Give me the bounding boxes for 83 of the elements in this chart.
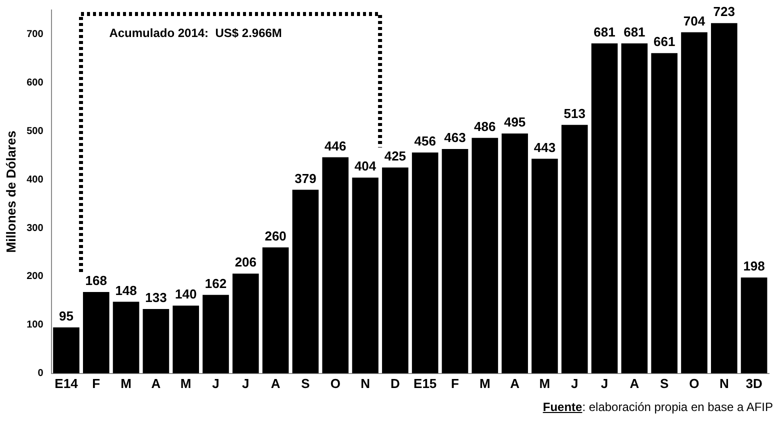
x-tick-label: E14 <box>54 376 79 391</box>
x-tick-label: A <box>270 376 281 391</box>
x-tick-label: M <box>479 376 490 391</box>
x-tick-label: J <box>571 376 578 391</box>
y-tick-label: 700 <box>26 28 44 40</box>
y-tick-label: 200 <box>26 271 44 282</box>
bar <box>172 306 200 374</box>
y-tick-label: 0 <box>38 368 44 380</box>
x-tick-label: A <box>630 376 640 391</box>
bar <box>232 274 259 374</box>
x-tick-label: F <box>92 376 100 391</box>
bar <box>561 124 588 374</box>
bar <box>142 308 170 374</box>
data-label: 148 <box>115 282 137 298</box>
data-label: 95 <box>59 308 74 324</box>
bar <box>710 23 738 374</box>
x-tick-label: J <box>600 376 608 391</box>
data-label: 133 <box>145 290 167 306</box>
data-label: 463 <box>444 130 466 146</box>
data-label: 495 <box>504 114 526 130</box>
x-tick-label: A <box>510 376 520 391</box>
data-label: 486 <box>474 118 496 134</box>
bar <box>322 157 349 374</box>
data-label: 446 <box>324 138 346 154</box>
x-tick-label: S <box>660 376 669 391</box>
data-label: 425 <box>384 148 406 164</box>
y-tick-label: 300 <box>26 222 44 234</box>
bar <box>591 43 618 374</box>
y-tick-label: 100 <box>26 320 44 331</box>
x-tick-label: N <box>719 376 729 391</box>
x-tick-label: O <box>689 376 700 391</box>
x-tick-label: M <box>539 376 550 391</box>
bar <box>53 327 80 374</box>
data-label: 723 <box>713 4 735 20</box>
data-label: 681 <box>594 24 616 40</box>
bar <box>442 149 468 374</box>
bar <box>740 277 768 374</box>
x-tick-label: E15 <box>414 376 437 391</box>
data-label: 168 <box>85 273 107 288</box>
x-tick-label: N <box>360 376 370 391</box>
data-label: 140 <box>175 286 197 302</box>
y-tick-label: 600 <box>26 77 44 88</box>
data-label: 513 <box>564 106 586 121</box>
data-label: 456 <box>414 134 436 149</box>
source-note: Fuente: elaboración propia en base a AFIP <box>542 400 773 414</box>
bar <box>532 158 558 374</box>
y-tick-label: 500 <box>26 126 44 137</box>
bar <box>472 138 498 374</box>
bar <box>262 247 289 374</box>
x-tick-label: J <box>242 376 250 391</box>
bar <box>621 43 648 374</box>
data-label: 704 <box>683 13 706 28</box>
annotation: Acumulado 2014: US$ 2.966M <box>109 26 282 40</box>
bar <box>651 53 678 374</box>
x-tick-label: D <box>390 376 400 391</box>
data-label: 198 <box>743 258 765 274</box>
x-tick-label: S <box>301 376 310 391</box>
bar <box>502 134 528 374</box>
bar <box>292 190 319 374</box>
data-label: 681 <box>624 24 646 40</box>
bar <box>412 152 438 374</box>
bar <box>202 294 229 374</box>
bar <box>681 32 708 374</box>
x-tick-label: O <box>330 376 340 391</box>
x-tick-label: F <box>451 376 460 391</box>
x-tick-label: M <box>180 376 192 391</box>
x-tick-label: A <box>151 376 162 391</box>
bar <box>352 178 378 374</box>
x-tick-label: M <box>120 376 132 391</box>
data-label: 206 <box>234 254 257 270</box>
x-tick-label: J <box>212 376 220 391</box>
bar <box>112 302 140 374</box>
data-label: 443 <box>534 140 556 155</box>
y-tick-label: 400 <box>26 174 44 186</box>
y-axis-title: Millones de Dólares <box>3 130 18 253</box>
x-tick-label: 3D <box>746 376 762 391</box>
data-label: 162 <box>204 276 227 291</box>
data-label: 661 <box>653 34 676 50</box>
bar <box>382 167 408 374</box>
data-label: 404 <box>354 158 377 174</box>
bar <box>82 292 110 374</box>
data-label: 260 <box>264 228 286 244</box>
data-label: 379 <box>294 170 316 186</box>
